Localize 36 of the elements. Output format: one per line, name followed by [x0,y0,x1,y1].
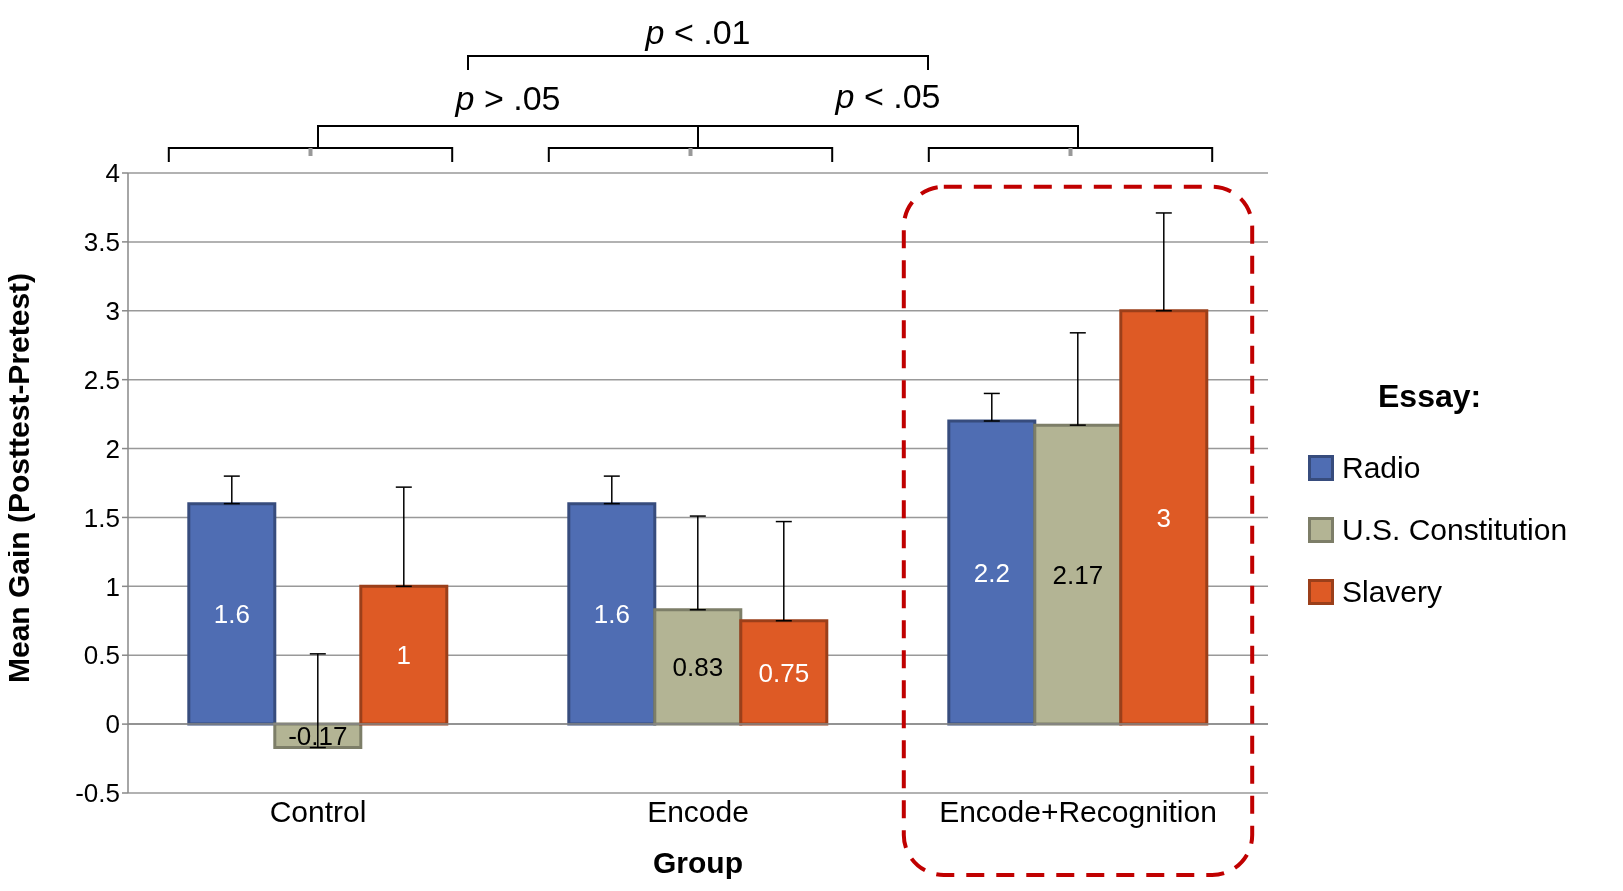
bar [359,584,449,726]
x-tick-label: Control [269,795,367,829]
text: p < .01 [644,13,751,51]
data-label: 2.2 [973,557,1010,588]
y-tick-label: 1 [105,571,120,602]
data-label: 3 [1156,502,1172,533]
bar [653,608,743,726]
y-tick-label: 0.5 [83,640,120,671]
data-label: 0.83 [672,652,724,683]
y-tick-label: 2 [105,433,120,464]
bar [739,619,829,726]
y-tick-label: 4 [105,158,120,189]
legend-label: U.S. Constitution [1342,513,1568,547]
x-tick-label: Encode+Recognition [939,795,1217,829]
legend-label: Radio [1342,451,1421,485]
bar [947,419,1037,726]
bar [1119,309,1209,726]
data-label: 1.6 [593,599,630,630]
data-label: 1.6 [213,599,250,630]
x-tick-label: Encode [647,795,749,829]
bar [567,502,657,726]
y-tick-label: 2.5 [83,364,120,395]
y-tick-label: 3.5 [83,227,120,258]
bar [187,502,277,726]
y-tick-label: 1.5 [83,502,120,533]
data-label: 1 [396,640,412,671]
x-axis-title: Group [653,846,743,879]
text: p < .05 [834,77,941,115]
y-tick-label: 3 [105,296,120,327]
data-label: 2.17 [1052,559,1104,590]
text: p > .05 [454,79,561,117]
legend-label: Slavery [1342,575,1443,609]
data-label: 0.75 [758,657,810,688]
y-tick-label: -0.5 [75,778,120,809]
legend-title: Essay: [1378,378,1483,415]
y-tick-label: 0 [105,709,120,740]
